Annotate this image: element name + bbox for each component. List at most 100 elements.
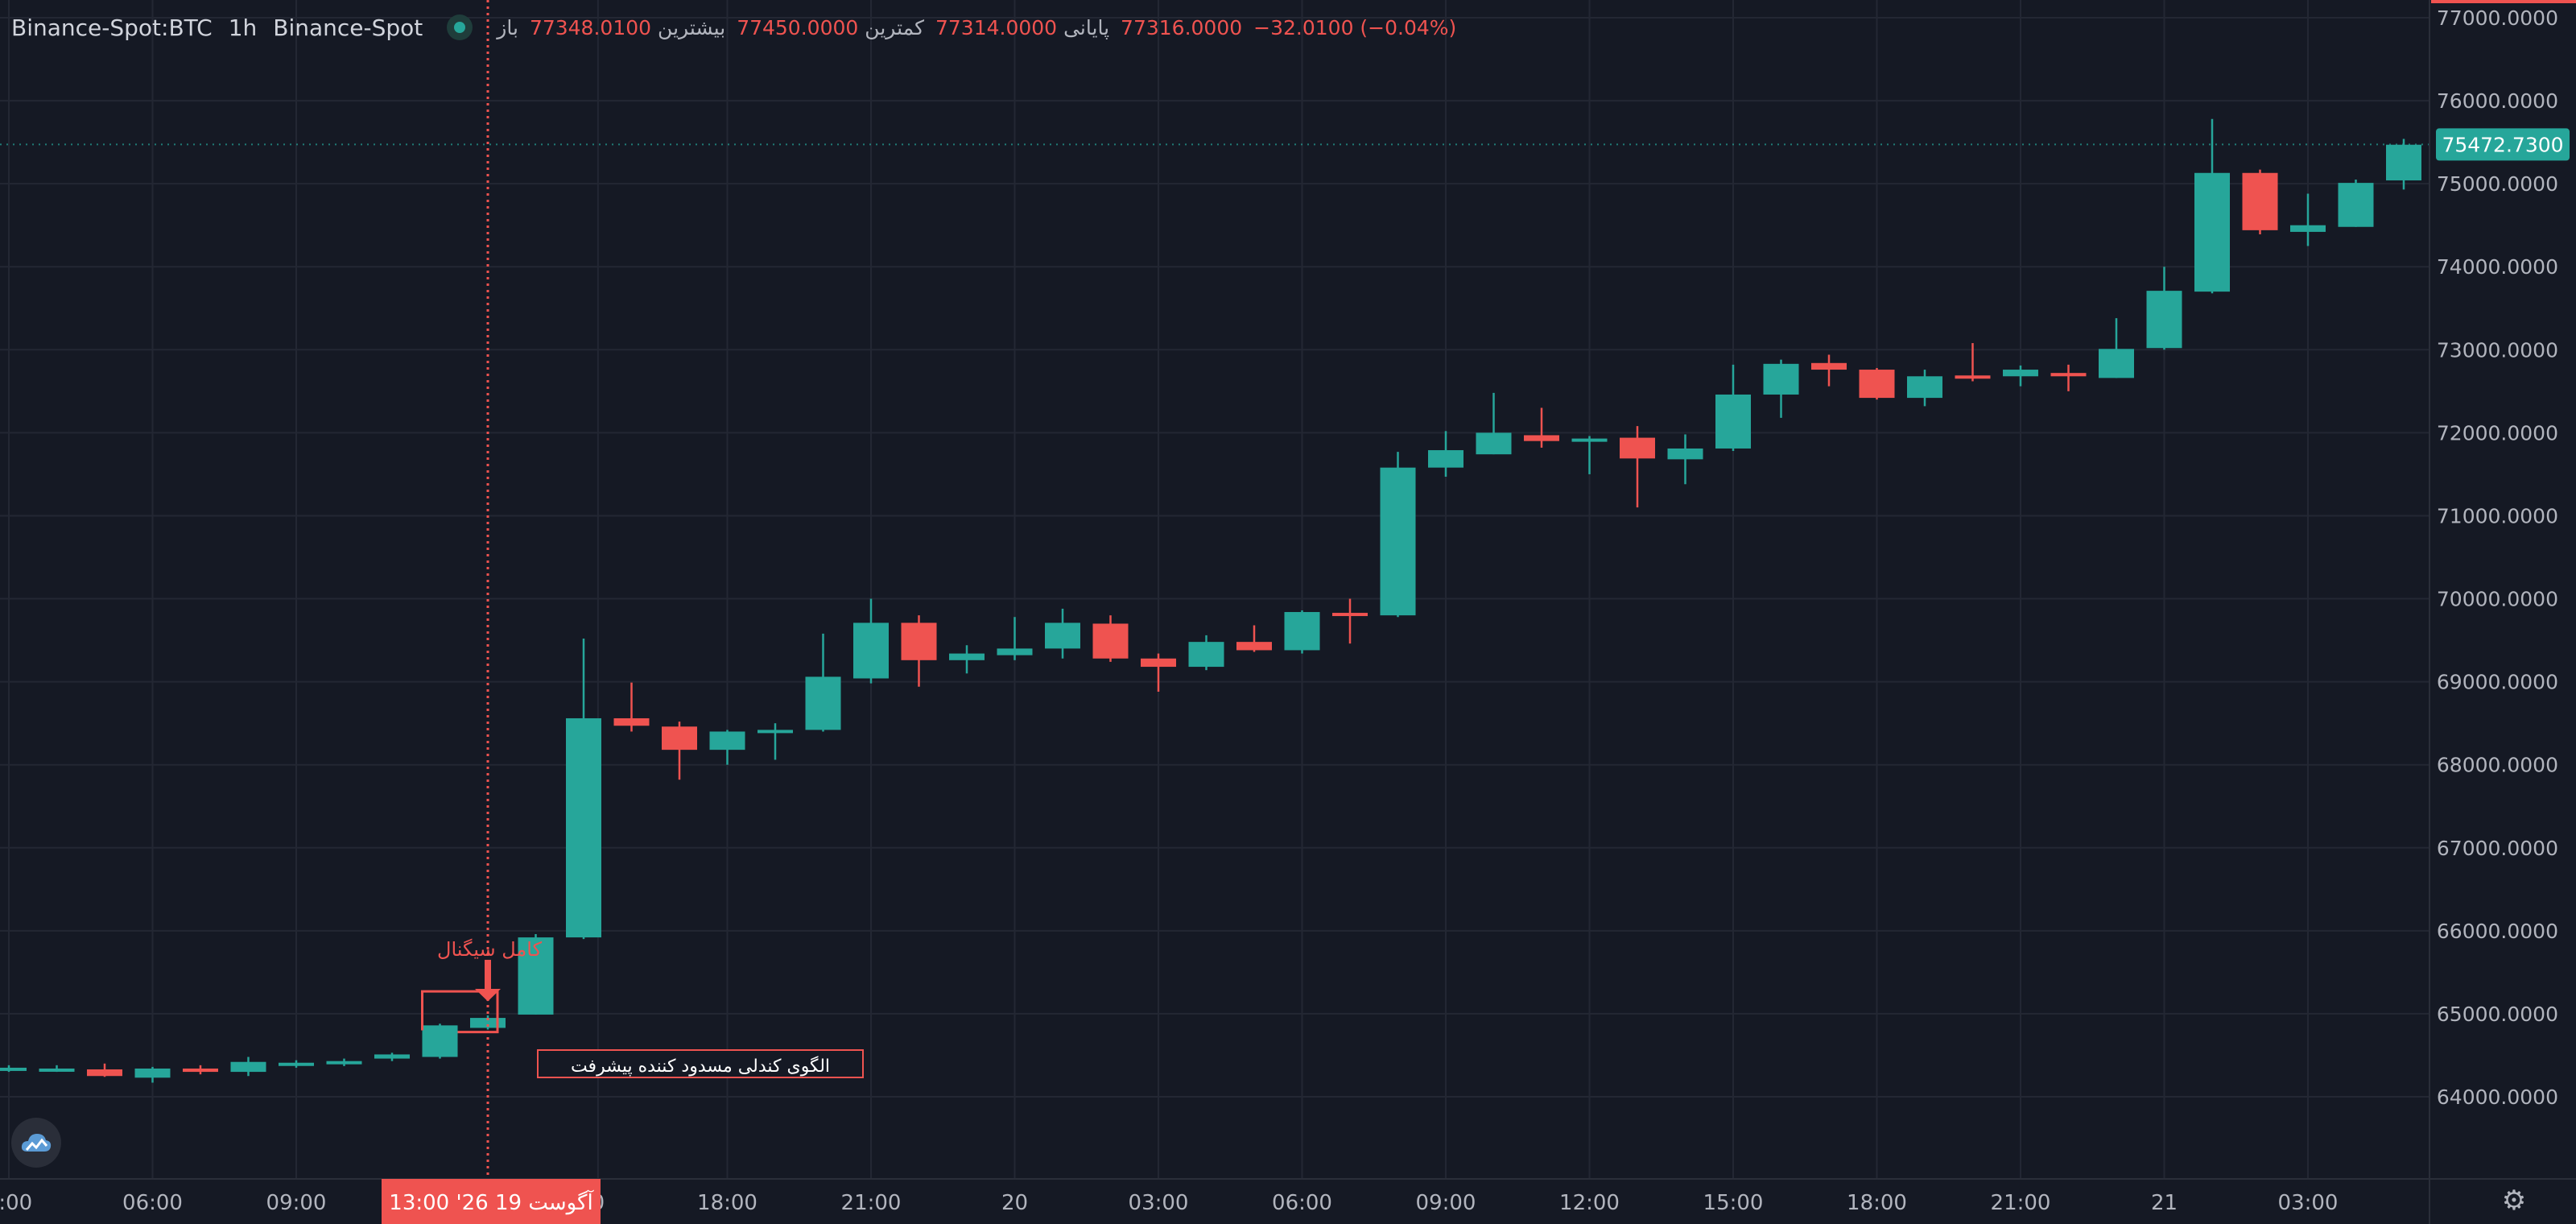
candle-body [1907, 376, 1942, 399]
candle-body [2338, 183, 2374, 227]
candle-body [1524, 435, 1559, 441]
time-tick-label: 21:00 [841, 1191, 902, 1215]
candle-body [709, 731, 745, 751]
candle-body [518, 937, 554, 1015]
candle-body [183, 1068, 218, 1073]
candle-body [1236, 642, 1272, 651]
last-price-badge [2436, 128, 2570, 161]
ohlc-values: باز 77348.0100 بیشترین 77450.0000 کمترین… [490, 16, 1456, 39]
open-label: باز [497, 15, 518, 39]
price-axis-top-marker [2431, 0, 2576, 3]
time-tick-label: 09:00 [1416, 1191, 1476, 1215]
candle-body [1045, 622, 1080, 649]
crosshair-time-badge [382, 1179, 601, 1224]
candle-body [230, 1061, 266, 1073]
price-tick-label: 64000.0000 [2437, 1085, 2558, 1109]
time-tick-label: 12:00 [1559, 1191, 1620, 1215]
candle-body [949, 653, 985, 660]
pattern-label-box [537, 1049, 864, 1078]
candle-body [853, 622, 889, 679]
cloud-logo-icon [21, 1134, 52, 1152]
close-value: 77316.0000 [1121, 15, 1243, 39]
time-tick-label: 15:00 [1703, 1191, 1764, 1215]
timeframe-label[interactable]: 1h [228, 14, 258, 41]
signal-arrow-shaft [485, 959, 491, 992]
candle-body [2242, 172, 2278, 230]
candle-body [1715, 394, 1751, 449]
chart-logo-icon[interactable] [11, 1118, 61, 1168]
time-tick-label: 21:00 [1991, 1191, 2051, 1215]
candle-body [1141, 658, 1176, 668]
candle-body [1811, 362, 1847, 370]
last-price-label: 75472.7300 [2442, 133, 2563, 156]
candle-body [2290, 225, 2326, 232]
candle-body [1428, 450, 1463, 468]
price-tick-label: 69000.0000 [2437, 671, 2558, 694]
candle-body [1667, 448, 1703, 460]
price-tick-label: 73000.0000 [2437, 338, 2558, 362]
time-tick-label: 06:00 [1272, 1191, 1332, 1215]
low-label: کمترین [865, 15, 924, 39]
candle-body [2003, 370, 2038, 377]
candle-body [997, 648, 1033, 655]
candle-body [422, 1025, 458, 1057]
high-label: بیشترین [658, 15, 726, 39]
time-tick-label: 3:00 [0, 1191, 32, 1215]
price-tick-label: 74000.0000 [2437, 255, 2558, 279]
price-tick-label: 72000.0000 [2437, 421, 2558, 445]
candle-body [1763, 363, 1799, 395]
candle-body [1620, 437, 1655, 459]
time-tick-label: 21 [2151, 1191, 2178, 1215]
price-tick-label: 76000.0000 [2437, 89, 2558, 113]
open-value: 77348.0100 [529, 15, 652, 39]
price-tick-label: 66000.0000 [2437, 920, 2558, 943]
candle-body [1092, 623, 1129, 659]
symbol-name[interactable]: Binance-Spot:BTC [11, 14, 213, 41]
time-tick-label: 03:00 [1129, 1191, 1189, 1215]
change-value: −32.0100 (−0.04%) [1253, 15, 1457, 39]
high-value: 77450.0000 [737, 15, 859, 39]
candle-body [1380, 467, 1416, 616]
candle-body [613, 717, 650, 726]
market-status-icon [447, 14, 473, 40]
time-tick-label: 03:00 [2278, 1191, 2339, 1215]
crosshair-time-label: 13:00 '26 آگوست 19 [389, 1189, 594, 1215]
price-tick-label: 67000.0000 [2437, 837, 2558, 860]
candle-body [2099, 349, 2134, 378]
time-tick-label: 20 [1001, 1191, 1028, 1215]
candle-body [758, 730, 793, 734]
time-axis[interactable]: 3:0006:0009:00018:0021:002003:0006:0009:… [0, 1178, 2576, 1224]
time-tick-label: 18:00 [697, 1191, 758, 1215]
signal-label: کامل سیگنال [437, 938, 543, 961]
price-tick-label: 68000.0000 [2437, 754, 2558, 777]
candle-body [0, 1067, 27, 1071]
candle-body [1332, 613, 1368, 617]
candle-body [87, 1069, 122, 1077]
signal-arrow-icon [475, 989, 501, 1002]
low-value: 77314.0000 [935, 15, 1058, 39]
price-tick-label: 65000.0000 [2437, 1003, 2558, 1026]
price-tick-label: 71000.0000 [2437, 504, 2558, 527]
candle-body [374, 1054, 410, 1059]
price-tick-label: 75000.0000 [2437, 172, 2558, 196]
pattern-label: الگوی کندلی مسدود کننده پیشرفت [571, 1056, 830, 1077]
candle-body [1188, 642, 1224, 668]
gear-icon[interactable]: ⚙ [2501, 1185, 2527, 1217]
time-tick-label: 18:00 [1847, 1191, 1907, 1215]
candle-body [1571, 438, 1608, 442]
candle-body [1955, 375, 1991, 379]
price-axis[interactable]: 64000.0000 65000.0000 66000.0000 67000.0000… [2429, 0, 2576, 1224]
candle-body [2146, 291, 2182, 349]
time-tick-label: 06:00 [122, 1191, 183, 1215]
candle-body [662, 726, 697, 751]
close-label: پایانی [1063, 15, 1110, 39]
candle-body [134, 1068, 171, 1078]
symbol-legend: Binance-Spot:BTC 1h Binance-Spot باز 773… [11, 11, 1456, 43]
price-tick-label: 77000.0000 [2437, 6, 2558, 30]
candle-body [2386, 144, 2421, 181]
candle-body [1284, 612, 1320, 651]
candle-body [1859, 370, 1895, 399]
candle-body [566, 717, 601, 938]
candle-body [39, 1068, 75, 1072]
